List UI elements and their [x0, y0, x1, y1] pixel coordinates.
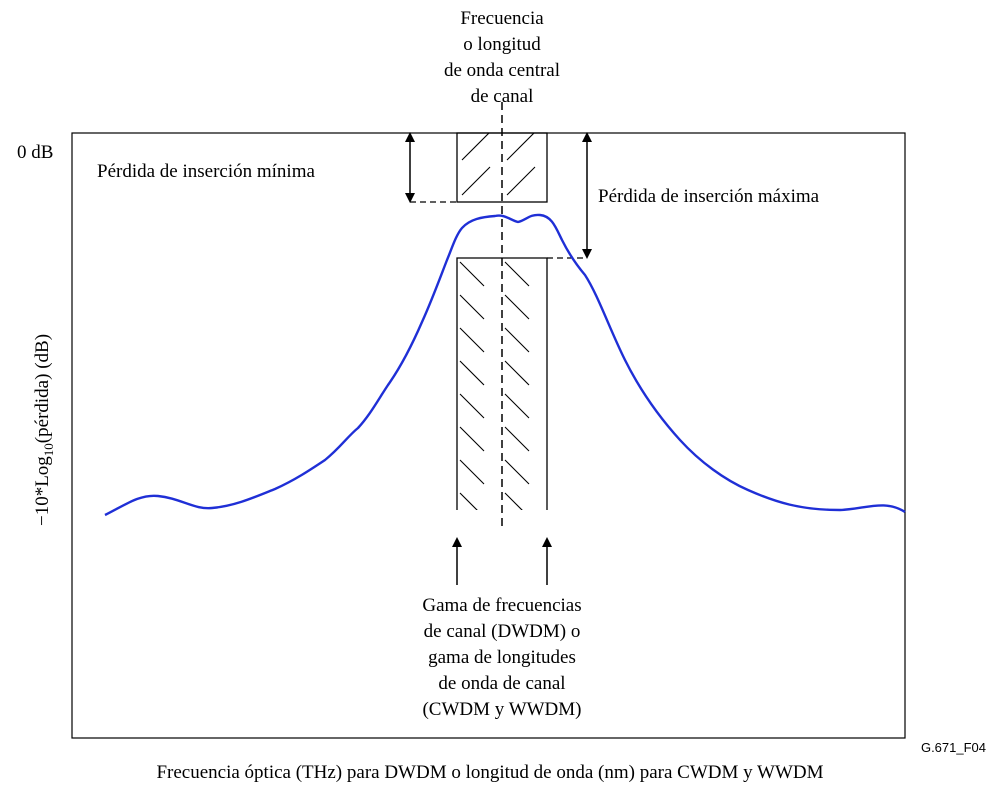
hatch-line	[506, 166, 536, 196]
hatching	[459, 133, 536, 510]
center-label-line: de canal	[471, 86, 534, 107]
center-label: Frecuencia o longitud de onda central de ca…	[444, 8, 560, 107]
max-loss-label: Pérdida de inserción máxima	[598, 186, 820, 207]
hatch-line	[504, 261, 530, 287]
hatch-line	[504, 327, 530, 353]
figure-id: G.671_F04	[921, 740, 986, 755]
hatch-line	[459, 360, 485, 386]
hatch-line	[461, 166, 491, 196]
range-label-line: de canal (DWDM) o	[424, 621, 581, 642]
x-axis-label: Frecuencia óptica (THz) para DWDM o long…	[156, 762, 823, 783]
hatch-line	[504, 426, 530, 452]
hatch-line	[504, 360, 530, 386]
hatch-group	[504, 261, 530, 510]
range-label-line: de onda de canal	[438, 673, 565, 694]
y-axis-label-sub: 10	[41, 443, 56, 456]
range-label-line: (CWDM y WWDM)	[422, 699, 581, 720]
hatch-line	[504, 393, 530, 419]
hatch-line	[504, 294, 530, 320]
hatch-line	[461, 133, 490, 161]
hatch-line	[459, 492, 478, 510]
zero-label: 0 dB	[17, 142, 53, 163]
hatch-line	[459, 327, 485, 353]
min-loss-label: Pérdida de inserción mínima	[97, 161, 315, 182]
y-axis-label: −10*Log10(pérdida) (dB)	[32, 334, 56, 526]
hatch-group	[461, 133, 536, 196]
range-label-line: Gama de frecuencias	[422, 595, 581, 616]
range-label: Gama de frecuencias de canal (DWDM) o gama…	[422, 595, 581, 720]
hatch-group	[459, 261, 485, 510]
hatch-line	[459, 261, 485, 287]
hatch-line	[459, 294, 485, 320]
center-label-line: de onda central	[444, 60, 560, 81]
center-label-line: Frecuencia	[460, 8, 544, 29]
hatch-line	[459, 426, 485, 452]
hatch-line	[504, 492, 523, 510]
hatch-line	[459, 393, 485, 419]
filter-response-curve	[104, 213, 906, 517]
center-label-line: o longitud	[463, 34, 541, 55]
y-axis-label-part: (pérdida) (dB)	[32, 334, 53, 443]
hatch-line	[504, 459, 530, 485]
hatch-line	[459, 459, 485, 485]
range-label-line: gama de longitudes	[428, 647, 576, 668]
y-axis-label-part: −10*Log	[32, 456, 53, 526]
hatch-line	[506, 133, 535, 161]
